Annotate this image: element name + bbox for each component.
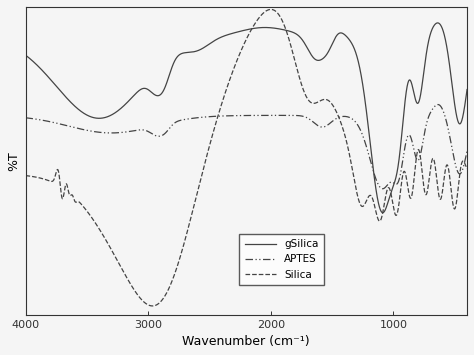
APTES [212, 114, 218, 119]
APTES [344, 114, 349, 119]
Silica [233, 62, 238, 66]
APTES [232, 114, 238, 118]
Silica [464, 167, 470, 171]
X-axis label: Wavenumber (cm⁻¹): Wavenumber (cm⁻¹) [182, 335, 310, 348]
APTES [23, 116, 28, 120]
Legend: gSilica, APTES, Silica: gSilica, APTES, Silica [239, 234, 324, 285]
gSilica [464, 87, 470, 92]
Silica [150, 304, 155, 308]
Y-axis label: %T: %T [7, 151, 20, 171]
gSilica [344, 34, 349, 38]
APTES [380, 187, 385, 191]
APTES [208, 114, 214, 119]
gSilica [451, 95, 456, 99]
Silica [212, 125, 218, 130]
gSilica [232, 31, 238, 35]
gSilica [208, 41, 214, 45]
Silica [208, 138, 214, 142]
gSilica [212, 38, 218, 43]
APTES [429, 108, 435, 113]
Silica [268, 7, 273, 11]
APTES [464, 149, 470, 153]
gSilica [435, 21, 440, 25]
Line: Silica: Silica [26, 9, 467, 306]
Silica [429, 159, 435, 163]
Line: APTES: APTES [26, 104, 467, 189]
APTES [451, 155, 456, 159]
Silica [344, 139, 349, 143]
APTES [435, 102, 441, 106]
Silica [23, 174, 28, 178]
gSilica [429, 28, 435, 33]
Silica [451, 206, 456, 210]
Line: gSilica: gSilica [26, 23, 467, 213]
gSilica [23, 53, 28, 57]
gSilica [380, 211, 385, 215]
